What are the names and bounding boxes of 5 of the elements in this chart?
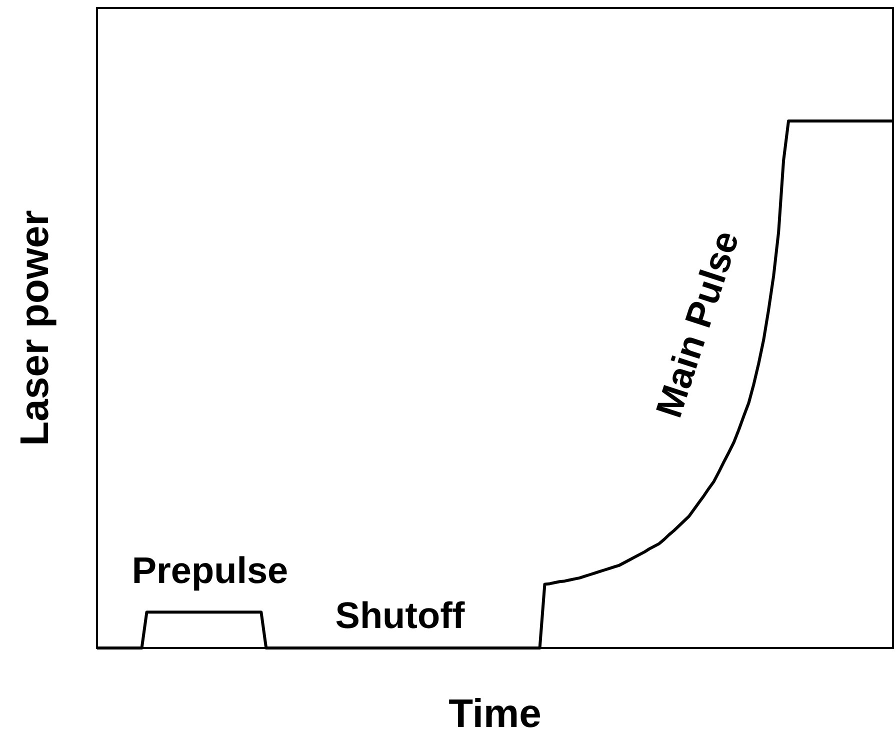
- annotation: Main Pulse: [648, 226, 747, 422]
- x-axis-title: Time: [448, 692, 542, 736]
- annotation: Prepulse: [132, 550, 288, 591]
- annotation: Shutoff: [335, 595, 466, 636]
- y-axis-title: Laser power: [13, 210, 57, 446]
